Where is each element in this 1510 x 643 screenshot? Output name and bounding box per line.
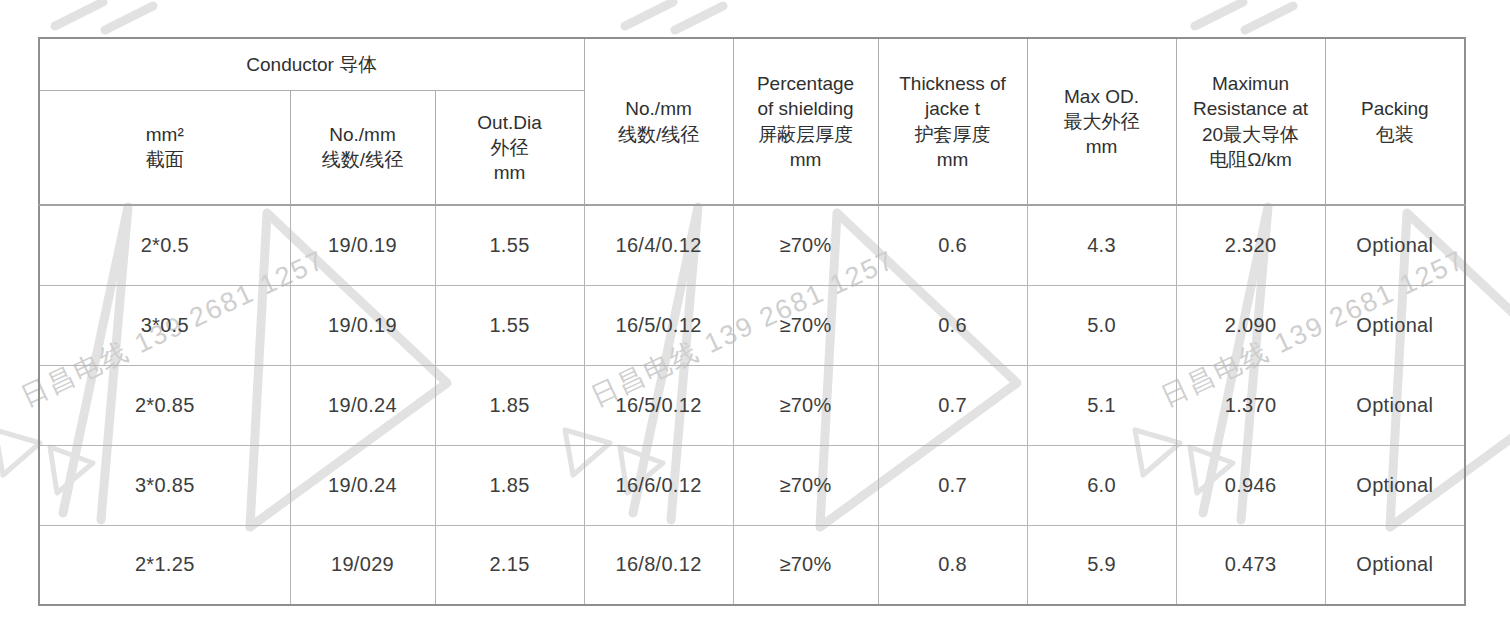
table-cell: 1.370 (1176, 365, 1325, 445)
table-header: Conductor 导体 No./mm 线数/线径 Percentage of … (39, 38, 1465, 205)
spec-table-container: Conductor 导体 No./mm 线数/线径 Percentage of … (38, 37, 1466, 606)
table-cell: 2.15 (435, 525, 584, 605)
table-cell: 0.946 (1176, 445, 1325, 525)
table-cell: ≥70% (733, 525, 878, 605)
table-cell: 19/0.19 (290, 205, 435, 285)
table-row: 2*0.85 19/0.24 1.85 16/5/0.12 ≥70% 0.7 5… (39, 365, 1465, 445)
table-cell: 16/5/0.12 (584, 365, 733, 445)
table-cell: 1.85 (435, 365, 584, 445)
header-no-mm-conductor: No./mm 线数/线径 (290, 90, 435, 205)
table-cell: 16/6/0.12 (584, 445, 733, 525)
header-max-resistance: Maximun Resistance at 20最大导体 电阻Ω/km (1176, 38, 1325, 205)
table-cell: ≥70% (733, 365, 878, 445)
header-conductor-group: Conductor 导体 (39, 38, 584, 90)
table-cell: 4.3 (1027, 205, 1176, 285)
table-cell: ≥70% (733, 285, 878, 365)
header-packing: Packing 包装 (1325, 38, 1465, 205)
table-cell: 16/5/0.12 (584, 285, 733, 365)
table-cell: 2*0.85 (39, 365, 290, 445)
table-cell: 0.6 (878, 205, 1027, 285)
table-cell: Optional (1325, 365, 1465, 445)
header-shielding-percentage: Percentage of shielding 屏蔽层厚度 mm (733, 38, 878, 205)
table-cell: 5.1 (1027, 365, 1176, 445)
table-cell: 5.9 (1027, 525, 1176, 605)
table-cell: 3*0.85 (39, 445, 290, 525)
header-row-group: Conductor 导体 No./mm 线数/线径 Percentage of … (39, 38, 1465, 90)
table-row: 2*0.5 19/0.19 1.55 16/4/0.12 ≥70% 0.6 4.… (39, 205, 1465, 285)
table-cell: 19/029 (290, 525, 435, 605)
table-cell: 16/4/0.12 (584, 205, 733, 285)
table-cell: 2.090 (1176, 285, 1325, 365)
table-cell: 0.6 (878, 285, 1027, 365)
spec-table: Conductor 导体 No./mm 线数/线径 Percentage of … (38, 37, 1466, 606)
table-cell: 2.320 (1176, 205, 1325, 285)
table-cell: 1.55 (435, 285, 584, 365)
table-cell: 6.0 (1027, 445, 1176, 525)
table-row: 3*0.85 19/0.24 1.85 16/6/0.12 ≥70% 0.7 6… (39, 445, 1465, 525)
table-cell: 19/0.24 (290, 365, 435, 445)
table-cell: 1.55 (435, 205, 584, 285)
table-body: 2*0.5 19/0.19 1.55 16/4/0.12 ≥70% 0.6 4.… (39, 205, 1465, 605)
header-no-mm-shield: No./mm 线数/线径 (584, 38, 733, 205)
table-row: 3*0.5 19/0.19 1.55 16/5/0.12 ≥70% 0.6 5.… (39, 285, 1465, 365)
table-cell: 5.0 (1027, 285, 1176, 365)
page: 日昌电线 139 2681 1257 日昌电线 139 2681 1257 (0, 0, 1510, 643)
header-max-od: Max OD. 最大外径 mm (1027, 38, 1176, 205)
table-cell: 2*0.5 (39, 205, 290, 285)
table-row: 2*1.25 19/029 2.15 16/8/0.12 ≥70% 0.8 5.… (39, 525, 1465, 605)
table-cell: 0.473 (1176, 525, 1325, 605)
table-cell: 16/8/0.12 (584, 525, 733, 605)
header-jacket-thickness: Thickness of jacke t 护套厚度 mm (878, 38, 1027, 205)
table-cell: ≥70% (733, 205, 878, 285)
header-out-dia: Out.Dia 外径 mm (435, 90, 584, 205)
table-cell: 3*0.5 (39, 285, 290, 365)
table-cell: Optional (1325, 205, 1465, 285)
table-cell: 0.7 (878, 445, 1027, 525)
header-mm2: mm² 截面 (39, 90, 290, 205)
table-cell: 1.85 (435, 445, 584, 525)
table-cell: 19/0.24 (290, 445, 435, 525)
table-cell: Optional (1325, 525, 1465, 605)
small-triangle-icon (0, 430, 40, 475)
table-cell: ≥70% (733, 445, 878, 525)
table-cell: 2*1.25 (39, 525, 290, 605)
table-cell: Optional (1325, 285, 1465, 365)
table-cell: 0.8 (878, 525, 1027, 605)
table-cell: 0.7 (878, 365, 1027, 445)
table-cell: 19/0.19 (290, 285, 435, 365)
table-cell: Optional (1325, 445, 1465, 525)
